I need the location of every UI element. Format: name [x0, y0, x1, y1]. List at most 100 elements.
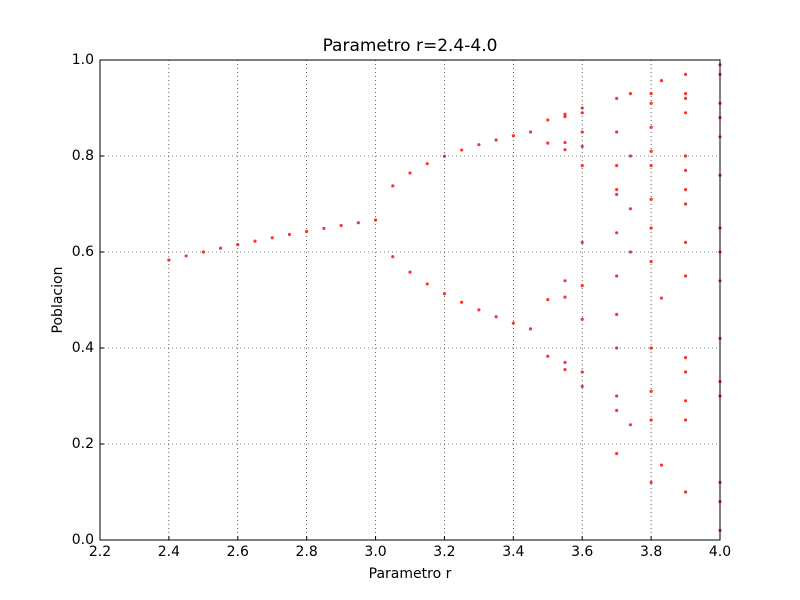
point — [683, 92, 688, 96]
point — [563, 148, 567, 152]
point — [408, 270, 412, 274]
point — [683, 370, 688, 374]
y-axis-label: Poblacion — [50, 267, 66, 334]
point — [477, 308, 481, 312]
x-axis-label: Parametro r — [369, 566, 452, 582]
point — [460, 300, 464, 304]
point — [659, 296, 664, 300]
point — [615, 96, 619, 100]
point — [615, 452, 619, 456]
x-tick-label: 3.0 — [364, 544, 386, 560]
point — [615, 192, 619, 196]
point — [563, 368, 567, 372]
point — [683, 240, 688, 244]
point — [683, 168, 688, 172]
point — [563, 295, 567, 299]
point — [683, 418, 688, 422]
point — [339, 223, 343, 228]
point — [563, 279, 567, 283]
point — [615, 274, 619, 278]
point — [628, 207, 633, 211]
point — [615, 312, 619, 316]
point — [649, 260, 653, 264]
point — [442, 292, 447, 296]
point — [494, 315, 498, 319]
point — [649, 149, 653, 153]
point — [563, 112, 567, 116]
point — [615, 346, 619, 350]
point — [659, 463, 664, 467]
point — [391, 255, 395, 259]
point — [356, 221, 360, 225]
point — [201, 250, 205, 254]
y-tick-label: 0.4 — [72, 340, 94, 356]
point — [683, 274, 688, 278]
point — [563, 115, 567, 119]
x-tick-label: 2.4 — [158, 544, 180, 560]
point — [628, 423, 633, 427]
point — [659, 79, 664, 83]
chart-title: Parametro r=2.4-4.0 — [323, 36, 498, 56]
point — [649, 125, 653, 129]
point — [649, 101, 653, 105]
point — [373, 218, 378, 222]
point — [425, 282, 429, 286]
point — [546, 141, 550, 145]
x-tick-label: 3.6 — [571, 544, 593, 560]
point — [580, 144, 584, 148]
point — [391, 184, 395, 188]
x-tick-label: 2.6 — [227, 544, 249, 560]
point — [218, 246, 223, 250]
point — [683, 111, 688, 115]
point — [683, 188, 688, 192]
x-tick-label: 4.0 — [709, 544, 731, 560]
point — [580, 106, 584, 110]
axes-frame — [99, 59, 721, 541]
point — [511, 134, 515, 138]
point — [563, 140, 567, 145]
point — [649, 164, 653, 168]
point — [442, 154, 447, 158]
point — [580, 284, 584, 288]
y-tick-label: 0.0 — [72, 532, 94, 548]
point — [184, 254, 188, 258]
point — [683, 154, 688, 158]
point — [425, 162, 429, 166]
point — [683, 96, 688, 100]
point — [683, 72, 688, 76]
point — [580, 384, 584, 388]
point — [253, 239, 257, 243]
point — [528, 130, 533, 134]
point — [494, 138, 498, 142]
y-tick-label: 0.6 — [72, 244, 94, 260]
y-tick-label: 0.2 — [72, 436, 94, 452]
point — [628, 92, 633, 96]
point — [546, 297, 550, 302]
point — [546, 118, 550, 122]
point — [580, 111, 584, 115]
point — [615, 408, 619, 412]
point — [683, 399, 688, 403]
x-tick-label: 2.2 — [89, 544, 111, 560]
point — [615, 231, 619, 235]
point — [615, 188, 619, 192]
point — [683, 356, 688, 360]
point — [287, 232, 292, 237]
point — [408, 171, 412, 175]
y-tick-label: 1.0 — [72, 52, 94, 68]
point — [580, 164, 584, 168]
point — [477, 143, 481, 147]
x-tick-label: 3.2 — [433, 544, 455, 560]
point — [649, 197, 653, 201]
point — [649, 480, 653, 484]
point — [580, 240, 584, 244]
point — [167, 258, 171, 262]
point — [683, 490, 688, 494]
point — [305, 229, 309, 234]
y-tick-label: 0.8 — [72, 148, 94, 164]
point — [615, 394, 619, 398]
point — [649, 389, 653, 393]
point — [322, 226, 326, 231]
